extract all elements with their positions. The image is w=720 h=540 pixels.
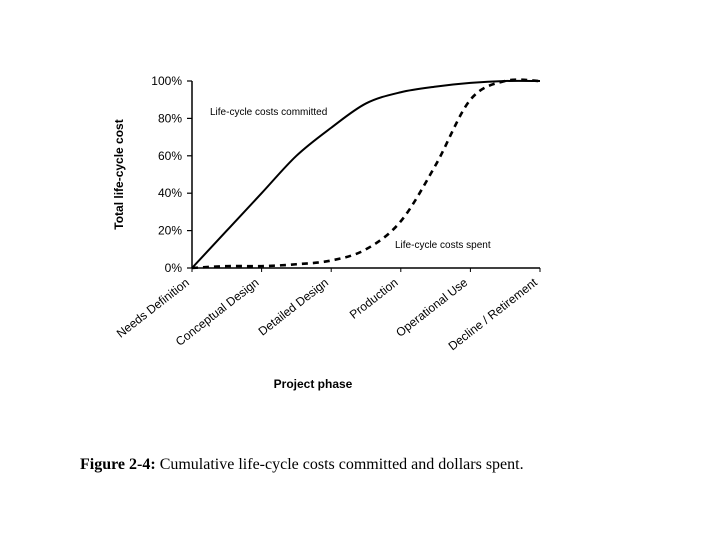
committed-cost-line <box>191 79 541 269</box>
y-tick-label: 0% <box>165 261 183 275</box>
x-tick-label: Operational Use <box>393 275 470 340</box>
y-tick-label: 60% <box>158 149 182 163</box>
caption-text: Cumulative life-cycle costs committed an… <box>159 456 524 473</box>
figure-caption: Figure 2-4: Cumulative life-cycle costs … <box>80 456 700 474</box>
y-axis-title: Total life-cycle cost <box>112 119 126 229</box>
life-cycle-cost-chart: 0%20%40%60%80%100%Needs DefinitionConcep… <box>112 74 541 391</box>
y-tick-label: 100% <box>151 74 182 88</box>
spent-cost-line <box>191 78 541 270</box>
x-tick-label: Production <box>347 275 401 321</box>
caption-label: Figure 2-4: <box>80 456 156 473</box>
x-axis-title: Project phase <box>274 377 353 391</box>
committed-series-label: Life-cycle costs committed <box>210 107 327 118</box>
y-tick-label: 40% <box>158 186 182 200</box>
x-tick-label: Detailed Design <box>256 275 331 338</box>
x-tick-label: Needs Definition <box>114 275 192 340</box>
spent-series-label: Life-cycle costs spent <box>395 240 491 251</box>
y-tick-label: 80% <box>158 111 182 125</box>
y-tick-label: 20% <box>158 224 182 238</box>
